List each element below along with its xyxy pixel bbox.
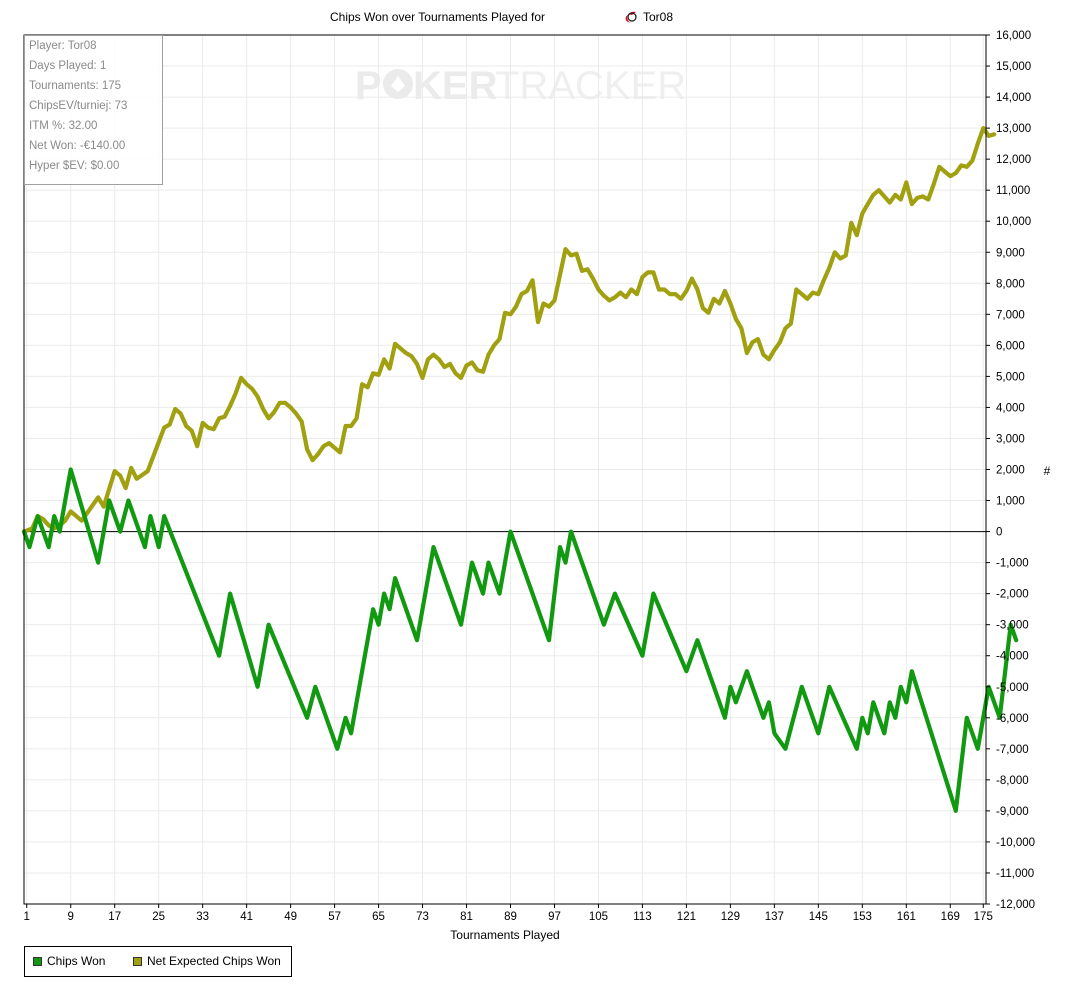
chart-series bbox=[21, 126, 1019, 813]
y-tick-label: -1,000 bbox=[996, 558, 1029, 570]
y-tick-label: 6,000 bbox=[996, 340, 1025, 352]
chart-legend: Chips Won Net Expected Chips Won bbox=[24, 946, 292, 977]
x-tick-label: 153 bbox=[853, 911, 872, 923]
x-tick-label: 105 bbox=[589, 911, 608, 923]
chart-gridlines bbox=[24, 34, 986, 905]
x-tick-label: 169 bbox=[941, 911, 960, 923]
legend-swatch-chips-won bbox=[33, 956, 42, 966]
stat-player: Player: Tor08 bbox=[29, 40, 97, 52]
y-tick-label: -5,000 bbox=[996, 682, 1029, 694]
x-tick-label: 57 bbox=[328, 911, 341, 923]
y-tick-label: 2,000 bbox=[996, 465, 1025, 477]
x-axis: 1 9 17 25 33 41 49 57 65 73 81 89 97 105 113 121 129 137 1… bbox=[24, 904, 993, 923]
legend-label-net-expected: Net Expected Chips Won bbox=[147, 954, 281, 968]
stat-itm: ITM %: 32.00 bbox=[29, 120, 98, 132]
player-logo-icon bbox=[625, 11, 637, 23]
x-tick-label: 73 bbox=[416, 911, 429, 923]
stat-days-played: Days Played: 1 bbox=[29, 60, 107, 72]
x-tick-label: 25 bbox=[152, 911, 165, 923]
watermark-text-ker: KER bbox=[413, 64, 498, 108]
x-tick-label: 145 bbox=[809, 911, 828, 923]
chart-title-prefix: Chips Won over Tournaments Played for bbox=[330, 10, 545, 24]
x-tick-label: 17 bbox=[108, 911, 121, 923]
legend-item-net-expected[interactable]: Net Expected Chips Won bbox=[133, 954, 281, 968]
y-axis-label: # bbox=[1044, 464, 1051, 478]
x-tick-label: 9 bbox=[68, 911, 74, 923]
y-tick-label: 3,000 bbox=[996, 433, 1025, 445]
pokertracker-watermark: P KER TRACKER bbox=[355, 64, 686, 108]
y-tick-label: 7,000 bbox=[996, 309, 1025, 321]
watermark-text-p: P bbox=[355, 64, 382, 108]
y-tick-label: -4,000 bbox=[996, 651, 1029, 663]
x-tick-label: 89 bbox=[504, 911, 517, 923]
y-tick-label: -12,000 bbox=[996, 899, 1035, 911]
y-tick-label: 13,000 bbox=[996, 123, 1031, 135]
x-tick-label: 41 bbox=[240, 911, 253, 923]
x-tick-label: 129 bbox=[721, 911, 740, 923]
y-tick-label: 15,000 bbox=[996, 61, 1031, 73]
legend-swatch-net-expected bbox=[133, 956, 142, 966]
y-tick-label: -2,000 bbox=[996, 589, 1029, 601]
y-tick-label: -11,000 bbox=[996, 868, 1034, 880]
y-tick-label: 16,000 bbox=[996, 30, 1031, 42]
y-tick-label: 9,000 bbox=[996, 247, 1025, 259]
stat-net-won: Net Won: -€140.00 bbox=[29, 140, 126, 152]
y-tick-label: -10,000 bbox=[996, 837, 1035, 849]
y-tick-label: -8,000 bbox=[996, 775, 1029, 787]
chart-title: Chips Won over Tournaments Played for bbox=[330, 10, 545, 24]
y-tick-label: 5,000 bbox=[996, 371, 1025, 383]
y-tick-label: 14,000 bbox=[996, 92, 1031, 104]
x-tick-label: 97 bbox=[548, 911, 561, 923]
x-tick-label: 49 bbox=[284, 911, 297, 923]
x-tick-label: 81 bbox=[460, 911, 473, 923]
y-axis: 16,000 15,000 14,000 13,000 12,000 11,000 10,0… bbox=[986, 30, 1035, 911]
y-tick-label: 0 bbox=[996, 527, 1002, 539]
y-tick-label: 8,000 bbox=[996, 278, 1025, 290]
x-tick-label: 121 bbox=[677, 911, 696, 923]
y-tick-label: 1,000 bbox=[996, 496, 1025, 508]
y-tick-label: -7,000 bbox=[996, 744, 1029, 756]
y-tick-label: -9,000 bbox=[996, 806, 1029, 818]
x-tick-label: 161 bbox=[897, 911, 916, 923]
watermark-text-tracker: TRACKER bbox=[495, 64, 686, 108]
y-tick-label: 4,000 bbox=[996, 402, 1025, 414]
chart-title-player: Tor08 bbox=[643, 10, 673, 24]
legend-item-chips-won[interactable]: Chips Won bbox=[33, 954, 105, 968]
y-tick-label: -3,000 bbox=[996, 620, 1029, 632]
stat-tournaments: Tournaments: 175 bbox=[29, 80, 122, 92]
stat-chipsev: ChipsEV/turniej: 73 bbox=[29, 100, 128, 112]
y-tick-label: 10,000 bbox=[996, 216, 1031, 228]
y-tick-label: -6,000 bbox=[996, 713, 1029, 725]
x-axis-label: Tournaments Played bbox=[450, 928, 559, 942]
y-tick-label: 11,000 bbox=[996, 185, 1030, 197]
player-stats-box: Player: Tor08 Days Played: 1 Tournaments… bbox=[24, 35, 163, 185]
x-tick-label: 175 bbox=[974, 911, 993, 923]
series-line-chips-won bbox=[21, 467, 1019, 813]
x-tick-label: 137 bbox=[765, 911, 784, 923]
x-tick-label: 65 bbox=[372, 911, 385, 923]
y-tick-label: 12,000 bbox=[996, 154, 1031, 166]
x-tick-label: 1 bbox=[24, 911, 30, 923]
stat-hyper-sev: Hyper $EV: $0.00 bbox=[29, 160, 120, 172]
legend-label-chips-won: Chips Won bbox=[47, 954, 106, 968]
x-tick-label: 113 bbox=[633, 911, 651, 923]
x-tick-label: 33 bbox=[196, 911, 209, 923]
series-line-net-expected bbox=[21, 126, 997, 534]
